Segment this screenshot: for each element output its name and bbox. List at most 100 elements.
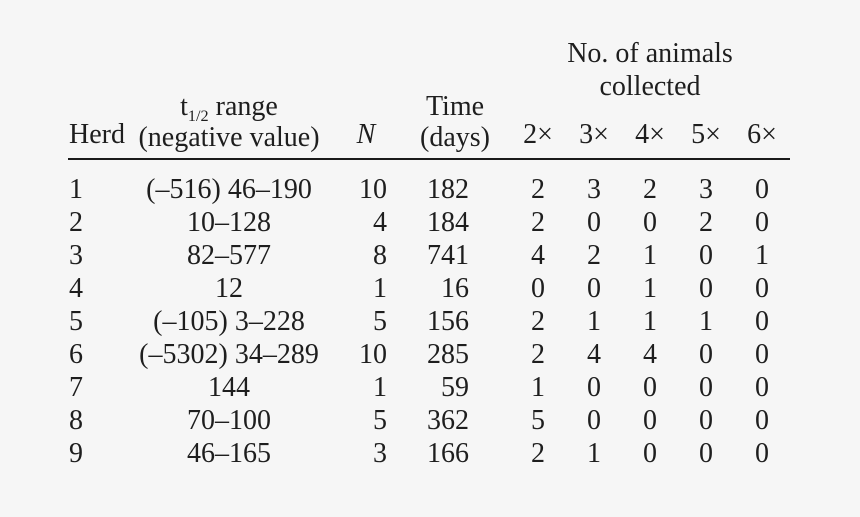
cell-range: (–516) 46–190 (146, 174, 312, 205)
cell-c3: 0 (587, 405, 601, 436)
cell-time: 285 (427, 339, 469, 370)
table-row: 1 (–516) 46–190 10 182 2 3 2 3 0 (68, 159, 790, 206)
cell-c3: 0 (587, 372, 601, 403)
column-header-herd: Herd (68, 103, 126, 160)
cell-range: 82–577 (187, 240, 271, 271)
cell-c4: 0 (643, 405, 657, 436)
cell-c4: 0 (643, 207, 657, 238)
table-row: 5 (–105) 3–228 5 156 2 1 1 1 0 (68, 305, 790, 338)
half-life-table: No. of animals collected Herd t1/2 range… (68, 0, 791, 470)
cell-n: 3 (373, 438, 387, 469)
table-row: 6 (–5302) 34–289 10 285 2 4 4 0 0 (68, 338, 790, 371)
column-header-row: Herd t1/2 range (negative value) N Time … (68, 91, 791, 160)
cell-time: 166 (427, 438, 469, 469)
cell-c4: 1 (643, 273, 657, 304)
table-row: 4 12 1 16 0 0 1 0 0 (68, 272, 790, 305)
spanner-line2: collected (599, 71, 701, 102)
time-header-line1: Time (425, 91, 485, 122)
cell-c4: 1 (643, 306, 657, 337)
cell-c6: 0 (755, 372, 769, 403)
table-row: 9 46–165 3 166 2 1 0 0 0 (68, 437, 790, 470)
spacer-cell (68, 0, 126, 103)
cell-c2: 0 (531, 273, 545, 304)
cell-c6: 0 (755, 174, 769, 205)
cell-time: 741 (427, 240, 469, 271)
table-row: 3 82–577 8 741 4 2 1 0 1 (68, 239, 790, 272)
column-header-n: N (332, 103, 400, 160)
range-header-line1: t1/2 range (180, 91, 278, 126)
cell-n: 4 (373, 207, 387, 238)
cell-range: (–5302) 34–289 (139, 339, 319, 370)
cell-c3: 3 (587, 174, 601, 205)
cell-c6: 0 (755, 405, 769, 436)
cell-time: 184 (427, 207, 469, 238)
cell-range: (–105) 3–228 (153, 306, 305, 337)
cell-c4: 1 (643, 240, 657, 271)
cell-c5: 0 (699, 438, 713, 469)
cell-time: 362 (427, 405, 469, 436)
spanner-animals-collected: No. of animals collected (510, 0, 790, 103)
cell-c6: 0 (755, 207, 769, 238)
cell-herd: 7 (69, 372, 83, 403)
table-row: 7 144 1 59 1 0 0 0 0 (68, 371, 790, 404)
spanner-row: No. of animals collected (68, 0, 790, 103)
table-body: 1 (–516) 46–190 10 182 2 3 2 3 0 2 10–128 4 184 2 0 0 2 0… (68, 159, 790, 470)
cell-n: 10 (359, 174, 387, 205)
column-header-2x: 2× (510, 103, 566, 160)
cell-c3: 0 (587, 207, 601, 238)
cell-herd: 8 (69, 405, 83, 436)
cell-n: 1 (373, 372, 387, 403)
table-header: No. of animals collected Herd t1/2 range… (68, 0, 791, 160)
column-header-range: t1/2 range (negative value) (126, 91, 332, 160)
cell-c2: 2 (531, 207, 545, 238)
cell-c4: 0 (643, 372, 657, 403)
cell-herd: 1 (69, 174, 83, 205)
spacer-cell (332, 0, 400, 103)
cell-range: 10–128 (187, 207, 271, 238)
column-header-4x: 4× (622, 103, 678, 160)
cell-n: 10 (359, 339, 387, 370)
cell-herd: 4 (69, 273, 83, 304)
cell-n: 5 (373, 306, 387, 337)
cell-c2: 2 (531, 339, 545, 370)
cell-c5: 3 (699, 174, 713, 205)
cell-c4: 2 (643, 174, 657, 205)
cell-c5: 0 (699, 405, 713, 436)
cell-c4: 0 (643, 438, 657, 469)
range-header-line2: (negative value) (138, 122, 320, 153)
cell-c2: 1 (531, 372, 545, 403)
cell-range: 144 (208, 372, 250, 403)
cell-c6: 1 (755, 240, 769, 271)
cell-c2: 2 (531, 306, 545, 337)
column-header-5x: 5× (678, 103, 734, 160)
cell-c6: 0 (755, 339, 769, 370)
cell-c3: 2 (587, 240, 601, 271)
spanner-line1: No. of animals (567, 38, 733, 69)
cell-c5: 1 (699, 306, 713, 337)
table-row: 8 70–100 5 362 5 0 0 0 0 (68, 404, 790, 437)
cell-time: 59 (441, 372, 469, 403)
column-header-3x: 3× (566, 103, 622, 160)
cell-c2: 4 (531, 240, 545, 271)
time-header-line2: (days) (420, 122, 490, 153)
spacer-cell (126, 0, 332, 103)
cell-n: 8 (373, 240, 387, 271)
cell-n: 1 (373, 273, 387, 304)
half-life-subscript: 1/2 (187, 107, 209, 126)
cell-herd: 9 (69, 438, 83, 469)
cell-herd: 2 (69, 207, 83, 238)
cell-c2: 5 (531, 405, 545, 436)
cell-time: 16 (441, 273, 469, 304)
cell-c6: 0 (755, 273, 769, 304)
cell-range: 70–100 (187, 405, 271, 436)
cell-c5: 0 (699, 273, 713, 304)
cell-c2: 2 (531, 174, 545, 205)
cell-herd: 5 (69, 306, 83, 337)
cell-c5: 0 (699, 240, 713, 271)
cell-c3: 1 (587, 438, 601, 469)
cell-c5: 2 (699, 207, 713, 238)
column-header-time: Time (days) (400, 91, 510, 160)
cell-herd: 3 (69, 240, 83, 271)
cell-range: 12 (215, 273, 243, 304)
cell-c2: 2 (531, 438, 545, 469)
